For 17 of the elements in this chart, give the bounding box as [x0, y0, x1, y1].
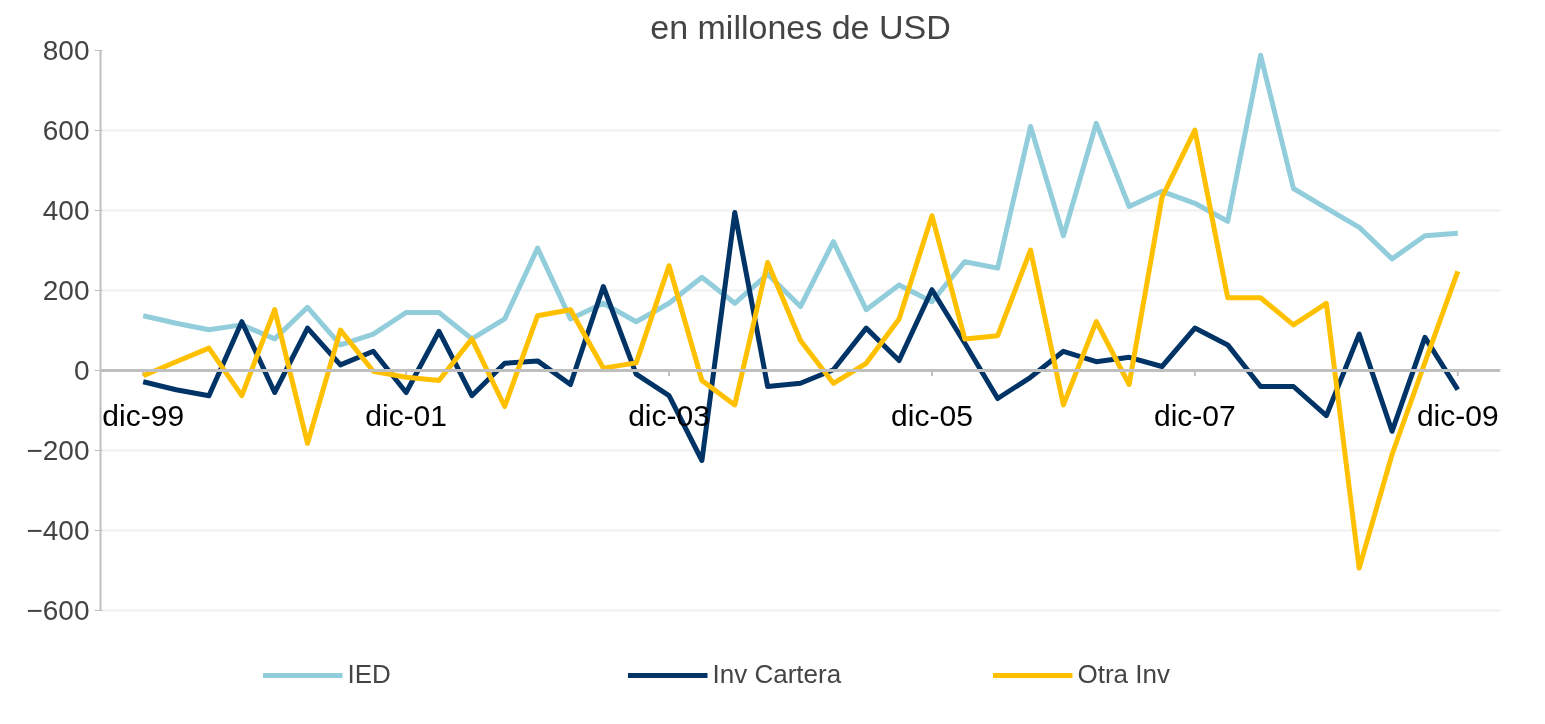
x-tick-label: dic-99: [102, 398, 185, 432]
chart-title: en millones de USD: [650, 7, 951, 46]
x-tick-label: dic-01: [365, 398, 447, 432]
y-tick-label: 200: [42, 275, 90, 306]
y-tick-label: −600: [26, 595, 90, 626]
legend-label: Inv Cartera: [712, 659, 843, 690]
y-tick-label: 0: [73, 355, 90, 386]
y-tick-label: 600: [42, 115, 90, 146]
y-tick-label: 800: [42, 35, 90, 66]
y-tick-label: −400: [26, 515, 90, 546]
x-tick-label: dic-07: [1154, 398, 1236, 432]
legend-label: Otra Inv: [1077, 659, 1171, 690]
x-tick-label: dic-09: [1416, 398, 1499, 432]
x-tick-label: dic-05: [891, 398, 973, 432]
legend-label: IED: [347, 659, 392, 690]
y-tick-label: −200: [26, 435, 90, 466]
y-tick-label: 400: [42, 195, 90, 226]
